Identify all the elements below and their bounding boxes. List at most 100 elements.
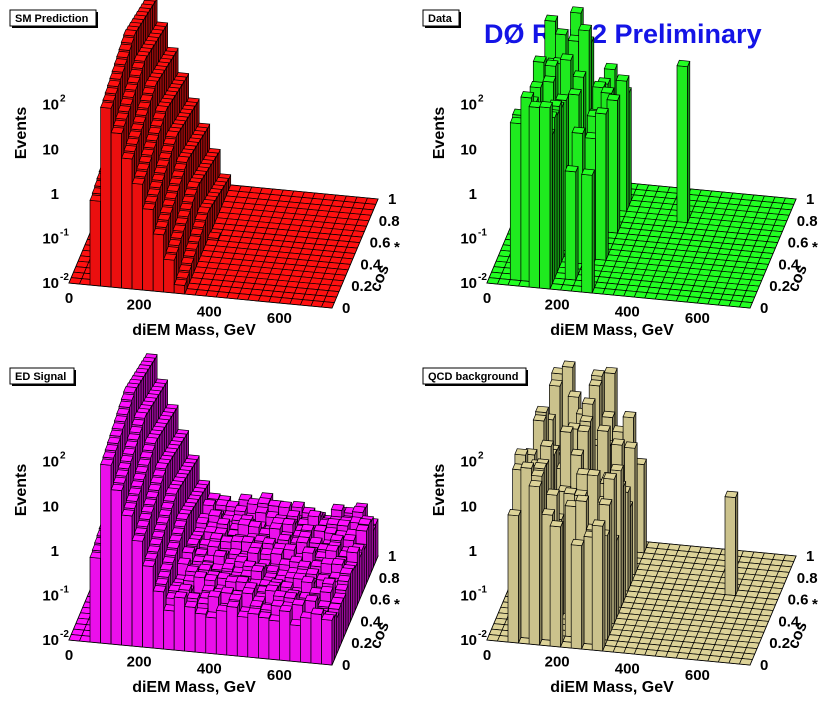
bar-top	[295, 536, 310, 544]
bar-top	[329, 534, 344, 542]
bar-top	[241, 535, 255, 543]
v-tick-exponent: -2	[60, 629, 69, 640]
bar-top	[622, 411, 637, 419]
bar-top	[154, 220, 169, 228]
v-tick-exponent: -2	[60, 272, 69, 283]
bar-top	[346, 546, 361, 554]
bar-top	[163, 253, 178, 261]
bar-mass-720-cos-0.00	[320, 301, 335, 309]
bar-top	[160, 501, 175, 510]
bar-front	[173, 596, 186, 652]
bar-top	[300, 575, 315, 584]
bar-side	[331, 614, 335, 666]
bar-top	[185, 242, 200, 250]
panel-title: QCD background	[428, 371, 518, 383]
bar-top	[144, 79, 158, 87]
bar-front	[152, 590, 165, 650]
bar-top	[147, 483, 162, 491]
bar-top	[128, 425, 143, 434]
bar-top	[173, 591, 188, 599]
v-tick-exponent: 2	[60, 94, 66, 105]
bar-top	[601, 410, 616, 418]
bar-top	[342, 533, 357, 542]
bar-top	[112, 119, 127, 127]
bar-top	[145, 491, 160, 499]
depth-axis-star: *	[394, 239, 400, 256]
bar-top	[122, 447, 136, 455]
panel-title-tag: SM Prediction	[9, 9, 98, 28]
bar-top	[588, 379, 603, 387]
bar-top	[139, 451, 154, 459]
bar-top	[554, 28, 569, 36]
bar-top	[144, 552, 159, 560]
bar-top	[594, 107, 609, 115]
bar-side	[627, 486, 631, 592]
bar-front	[310, 613, 322, 665]
bar-top	[148, 538, 163, 546]
y-tick-label: 0.8	[379, 570, 400, 587]
bar-top	[167, 238, 182, 247]
bar-top	[117, 105, 132, 113]
bars-qcd	[486, 360, 797, 666]
bar-top	[559, 53, 574, 61]
bar-top	[141, 87, 156, 95]
bar-front	[163, 258, 175, 294]
bar-top	[160, 144, 175, 153]
bar-top	[126, 76, 141, 84]
bar-top	[132, 115, 147, 124]
x-tick-label: 600	[267, 667, 292, 684]
bar-top	[140, 148, 155, 156]
bar-top	[116, 50, 131, 59]
bar-front	[110, 132, 122, 289]
bar-front	[258, 616, 270, 660]
bar-front	[300, 616, 312, 664]
bar-top	[173, 162, 188, 171]
bar-front	[142, 208, 154, 292]
bar-top	[567, 390, 582, 398]
bar-top	[144, 436, 158, 444]
bar-top	[116, 407, 131, 416]
bar-front	[236, 615, 249, 658]
bar-side	[735, 491, 739, 596]
bar-top	[321, 577, 336, 585]
y-tick-label: 1	[806, 191, 814, 208]
v-tick-label: 10	[460, 230, 477, 247]
bar-top	[268, 522, 283, 530]
bar-top	[237, 518, 252, 526]
x-tick-label: 0	[483, 290, 491, 307]
bar-top	[161, 556, 176, 564]
bar-top	[100, 101, 114, 109]
bar-top	[142, 202, 157, 210]
bar-top	[202, 498, 217, 507]
x-tick-label: 400	[197, 660, 222, 677]
bar-top	[115, 469, 130, 477]
bar-top	[131, 177, 146, 185]
bar-top	[164, 191, 179, 200]
bar-top	[203, 573, 218, 582]
v-tick-label: 10	[42, 632, 59, 649]
bar-top	[151, 530, 166, 538]
v-tick-exponent: -1	[60, 584, 69, 595]
bar-top	[279, 581, 294, 589]
y-tick-label: 0.6	[370, 235, 391, 252]
bar-top	[170, 231, 184, 239]
bar-top	[133, 170, 148, 178]
bar-top	[270, 547, 285, 555]
bar-top	[577, 424, 592, 433]
bar-top	[134, 108, 149, 116]
bar-top	[520, 91, 535, 99]
bar-top	[247, 607, 262, 615]
v-tick-label: 10	[42, 275, 59, 292]
bar-top	[355, 524, 370, 532]
v-tick-label: 10	[42, 587, 59, 604]
bar-top	[336, 519, 351, 527]
bar-top	[137, 458, 152, 466]
bar-front	[268, 619, 280, 661]
bar-top	[161, 199, 176, 207]
bar-top	[590, 369, 605, 377]
bar-top	[291, 598, 306, 606]
bar-mass-270-cos-0.55	[606, 93, 621, 234]
bar-top	[138, 155, 153, 163]
bar-top	[110, 483, 125, 491]
